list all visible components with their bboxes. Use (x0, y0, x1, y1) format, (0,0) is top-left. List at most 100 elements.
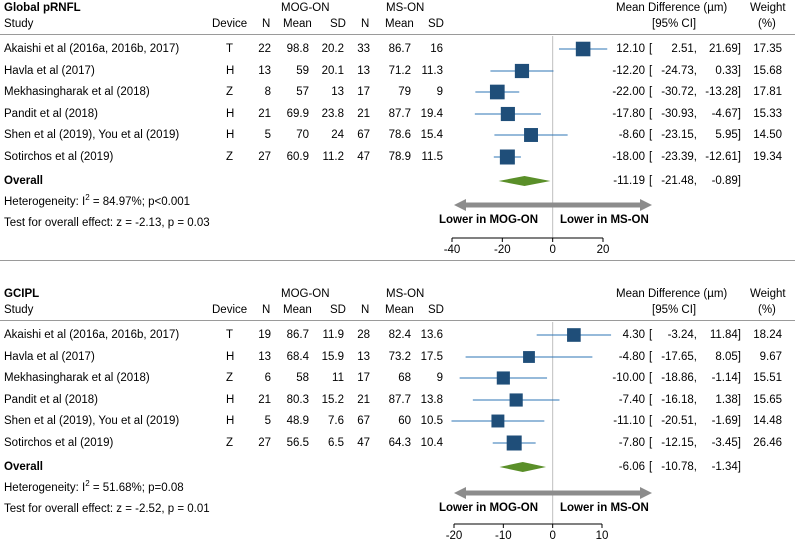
study-ci-open: [ (649, 43, 653, 55)
header-divider (0, 34, 795, 35)
study-ci-open: [ (649, 108, 653, 120)
study-n2: 33 (357, 43, 370, 55)
overall-diamond (498, 176, 551, 186)
study-marker (506, 435, 522, 451)
ci-header: [95% CI] (652, 18, 697, 30)
study-marker (489, 84, 505, 100)
study-md: -18.00 (612, 151, 645, 163)
weight-unit-header: (%) (758, 18, 776, 30)
heterogeneity-rest: = 84.97%; p<0.001 (89, 196, 191, 208)
study-marker (499, 149, 515, 165)
study-mean1: 57 (296, 86, 309, 98)
study-sd1: 20.1 (321, 65, 344, 77)
sd1-col-header: SD (330, 304, 346, 316)
study-device: H (226, 394, 235, 406)
mean2-col-header: Mean (385, 304, 414, 316)
header-divider (0, 320, 795, 321)
panel-title: GCIPL (4, 288, 40, 300)
study-n1: 13 (258, 351, 271, 363)
study-device: Z (226, 86, 234, 98)
study-mean2: 79 (398, 86, 411, 98)
study-ci-hi: 21.69] (709, 43, 741, 55)
study-n2: 17 (357, 372, 370, 384)
weight-header: Weight (750, 288, 786, 300)
study-weight: 14.48 (753, 415, 782, 427)
study-n1: 13 (258, 65, 271, 77)
heterogeneity-prefix: Heterogeneity: I (4, 482, 86, 494)
overall-diamond (499, 462, 547, 472)
study-weight: 14.50 (753, 129, 782, 141)
heterogeneity: Heterogeneity: I2 = 84.97%; p<0.001 (4, 193, 191, 209)
x-tick-label: 10 (595, 530, 609, 542)
study-col-header: Study (4, 304, 34, 316)
study-device: Z (226, 372, 234, 384)
study-name: Shen et al (2019), You et al (2019) (4, 129, 180, 141)
study-ci-hi: -3.45] (711, 437, 741, 449)
study-name: Pandit et al (2018) (4, 108, 98, 120)
study-weight: 15.68 (753, 65, 782, 77)
x-tick-label: 20 (596, 244, 610, 256)
weight-header: Weight (750, 2, 786, 14)
group-b-header: MS-ON (386, 2, 425, 14)
study-device: H (226, 351, 235, 363)
study-marker (509, 393, 523, 407)
study-device: H (226, 108, 235, 120)
study-md: 12.10 (616, 43, 645, 55)
study-name: Havla et al (2017) (4, 351, 95, 363)
study-device: H (226, 65, 235, 77)
study-ci-lo: -23.39, (661, 151, 697, 163)
mean1-col-header: Mean (283, 304, 312, 316)
study-n1: 6 (264, 372, 271, 384)
study-ci-lo: -18.86, (661, 372, 697, 384)
study-mean1: 68.4 (286, 351, 309, 363)
overall-label: Overall (4, 461, 43, 473)
study-ci-hi: -1.14] (711, 372, 741, 384)
study-ci-lo: -3.24, (667, 329, 697, 341)
mean2-col-header: Mean (385, 18, 414, 30)
study-md: 4.30 (622, 329, 645, 341)
study-ci-lo: -30.72, (661, 86, 697, 98)
heterogeneity-sup: 2 (85, 193, 90, 202)
study-n1: 22 (258, 43, 271, 55)
n1-col-header: N (262, 18, 271, 30)
study-ci-hi: -1.69] (711, 415, 741, 427)
weight-unit-header: (%) (758, 304, 776, 316)
study-weight: 26.46 (753, 437, 782, 449)
study-sd2: 19.4 (420, 108, 443, 120)
study-mean1: 59 (296, 65, 309, 77)
n1-col-header: N (262, 304, 271, 316)
heterogeneity-prefix: Heterogeneity: I (4, 196, 86, 208)
study-md: -4.80 (618, 351, 645, 363)
mean1-col-header: Mean (283, 18, 312, 30)
test-overall: Test for overall effect: z = -2.13, p = … (4, 217, 210, 229)
study-mean1: 60.9 (286, 151, 309, 163)
study-md: -11.10 (613, 415, 645, 427)
study-device: H (226, 415, 235, 427)
study-n2: 13 (357, 351, 370, 363)
study-sd1: 13 (331, 86, 344, 98)
sd1-col-header: SD (330, 18, 346, 30)
study-marker (524, 128, 538, 142)
study-mean2: 73.2 (388, 351, 411, 363)
overall-ci-lo: -21.48, (661, 175, 697, 187)
study-weight: 19.34 (753, 151, 782, 163)
study-n2: 67 (357, 415, 370, 427)
n2-col-header: N (361, 304, 370, 316)
study-sd2: 16 (430, 43, 443, 55)
study-n1: 27 (258, 437, 271, 449)
study-weight: 17.81 (753, 86, 782, 98)
study-weight: 15.51 (753, 372, 782, 384)
study-mean2: 64.3 (388, 437, 411, 449)
device-col-header: Device (212, 304, 248, 316)
study-ci-open: [ (649, 151, 653, 163)
study-sd2: 11.5 (421, 151, 443, 163)
study-ci-hi: -4.67] (711, 108, 741, 120)
study-ci-open: [ (649, 437, 653, 449)
study-device: Z (226, 437, 234, 449)
study-device: T (226, 329, 234, 341)
study-sd1: 6.5 (328, 437, 344, 449)
study-n2: 47 (357, 437, 370, 449)
study-mean1: 58 (296, 372, 309, 384)
study-ci-lo: -23.15, (661, 129, 697, 141)
arrow-left-label: Lower in MOG-ON (439, 214, 539, 226)
